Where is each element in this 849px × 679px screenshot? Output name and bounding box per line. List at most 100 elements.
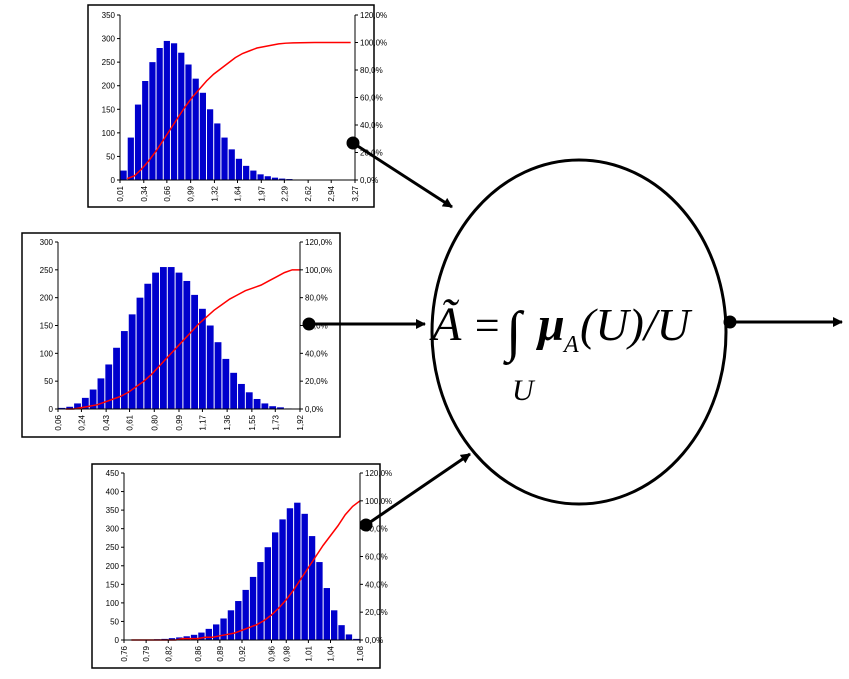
x-tick-label: 2,29 [280, 185, 289, 201]
bar [74, 403, 81, 409]
y2-tick-label: 80,0% [365, 525, 388, 534]
y2-tick-label: 120,0% [305, 238, 332, 247]
y-tick-label: 400 [106, 488, 120, 497]
cumulative-line [126, 41, 351, 180]
y2-tick-label: 120,0% [360, 11, 387, 20]
y-tick-label: 250 [40, 266, 54, 275]
bar [170, 43, 178, 181]
bar [120, 170, 127, 180]
arrow [365, 452, 471, 527]
bar [243, 165, 250, 180]
bar [257, 562, 264, 640]
y-tick-label: 100 [40, 349, 54, 358]
x-tick-label: 1,36 [223, 414, 232, 430]
x-tick-label: 0,79 [142, 645, 151, 661]
bar [185, 64, 192, 180]
bar [97, 378, 105, 409]
x-tick-label: 0,24 [77, 414, 86, 430]
formula-lhs: Ã [429, 298, 462, 351]
bar [230, 372, 238, 409]
y2-tick-label: 0,0% [365, 636, 383, 645]
bar [238, 383, 245, 409]
y-tick-label: 300 [102, 35, 116, 44]
bar [168, 638, 176, 640]
bar [192, 78, 199, 180]
bar [134, 104, 142, 180]
x-tick-label: 0,66 [163, 185, 172, 201]
formula-equals: = [472, 301, 502, 350]
bar [257, 174, 264, 180]
bar [191, 294, 199, 409]
bar [242, 589, 249, 640]
x-tick-label: 0,80 [150, 414, 159, 430]
y2-tick-label: 40,0% [360, 121, 383, 130]
y-tick-label: 50 [44, 377, 53, 386]
x-tick-label: 1,64 [234, 185, 243, 201]
x-tick-label: 0,43 [102, 414, 111, 430]
bar [271, 177, 279, 180]
x-tick-label: 2,62 [304, 185, 313, 201]
bar [261, 403, 269, 409]
bar [264, 547, 271, 640]
y2-tick-label: 20,0% [305, 377, 328, 386]
y-tick-label: 150 [40, 322, 54, 331]
bar [178, 52, 185, 180]
x-tick-label: 1,55 [248, 414, 257, 430]
x-tick-label: 0,34 [140, 185, 149, 201]
bar [272, 532, 279, 640]
bar [220, 618, 227, 640]
y-tick-label: 250 [102, 58, 116, 67]
bar [142, 81, 149, 180]
bar [127, 137, 134, 180]
bar [206, 325, 214, 409]
bar [221, 137, 228, 180]
bar [308, 536, 316, 640]
arrows [302, 136, 843, 532]
bar [163, 40, 170, 180]
bar [159, 267, 167, 409]
bar [128, 314, 136, 409]
y2-tick-label: 100,0% [305, 266, 332, 275]
y-tick-label: 200 [102, 82, 116, 91]
bar [183, 280, 191, 409]
bar [213, 624, 220, 640]
y2-tick-label: 100,0% [365, 497, 392, 506]
formula-subscript: A [562, 332, 579, 358]
x-tick-label: 0,98 [282, 645, 291, 661]
bar [222, 358, 230, 409]
y2-tick-label: 60,0% [360, 94, 383, 103]
y2-tick-label: 120,0% [365, 469, 392, 478]
bar [190, 634, 198, 640]
y-tick-label: 200 [40, 294, 54, 303]
bar [205, 628, 212, 640]
bar [338, 625, 345, 640]
y-tick-label: 50 [106, 152, 115, 161]
x-tick-label: 1,17 [198, 414, 207, 430]
bar [113, 347, 120, 409]
y-tick-label: 150 [102, 105, 116, 114]
y-tick-label: 0 [111, 176, 116, 185]
x-tick-label: 0,06 [54, 414, 63, 430]
bar [175, 272, 183, 409]
y2-tick-label: 80,0% [305, 294, 328, 303]
y-tick-label: 300 [106, 525, 120, 534]
y2-tick-label: 40,0% [365, 580, 388, 589]
formula-mu: μ [535, 298, 565, 351]
bar [120, 331, 128, 409]
cumulative-line [65, 269, 300, 410]
y2-tick-label: 0,0% [360, 176, 378, 185]
bar [214, 123, 221, 180]
bar [167, 267, 175, 409]
y-tick-label: 100 [102, 129, 116, 138]
x-tick-label: 1,92 [296, 414, 305, 430]
x-tick-label: 0,76 [120, 645, 129, 661]
arrow [352, 141, 453, 209]
bar [81, 397, 89, 409]
y-tick-label: 100 [106, 599, 120, 608]
bar [228, 149, 235, 180]
bar [279, 178, 286, 180]
y2-tick-label: 100,0% [360, 39, 387, 48]
bar [294, 502, 301, 640]
bar [345, 634, 353, 640]
